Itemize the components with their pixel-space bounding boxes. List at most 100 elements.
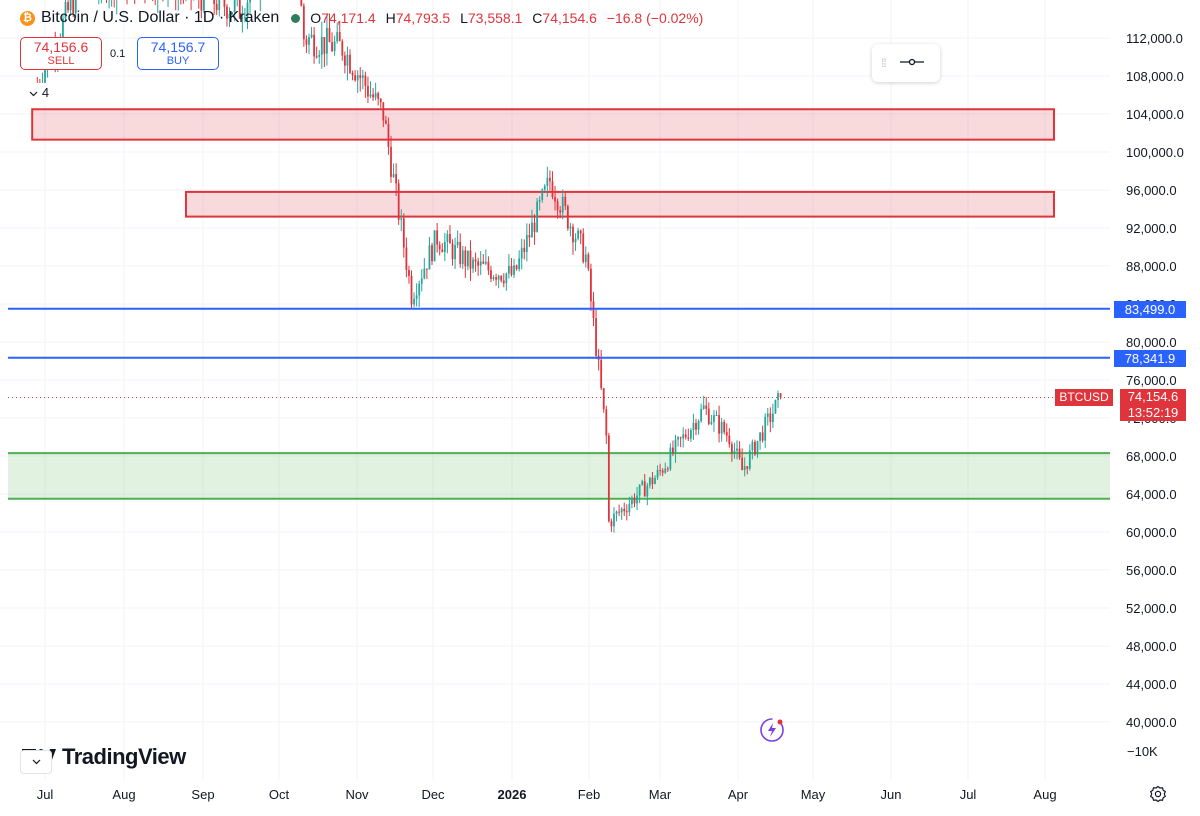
candle-body: [313, 34, 316, 57]
candle-body: [231, 12, 233, 15]
candle-body: [546, 177, 549, 186]
candle-body: [413, 298, 415, 305]
candle-body: [456, 241, 459, 246]
candle-body: [672, 447, 674, 454]
candle-body: [590, 268, 592, 302]
indicators-toggle-button[interactable]: 4: [22, 83, 56, 101]
candle-body: [218, 0, 221, 11]
candle-body: [400, 218, 403, 220]
candle-body: [543, 185, 546, 190]
resistance-zone[interactable]: [184, 190, 1055, 218]
buy-price: 74,156.7: [150, 38, 206, 55]
candle-body: [300, 0, 303, 6]
candle-body: [346, 54, 349, 66]
candle-body: [356, 75, 359, 81]
chevron-down-icon: [32, 759, 40, 765]
close-label: C: [532, 10, 543, 26]
panel-collapse-button[interactable]: [20, 750, 52, 774]
support-zone[interactable]: [8, 453, 1110, 499]
drawing-tool-widget[interactable]: ⁞⁞: [872, 44, 940, 82]
candle-body: [44, 69, 46, 87]
candle-body: [382, 102, 385, 121]
candle-body: [390, 146, 392, 177]
candle-body: [536, 201, 538, 232]
candle-body: [515, 265, 518, 270]
candle-body: [333, 41, 336, 51]
resistance-zone[interactable]: [31, 108, 1056, 141]
candle-body: [200, 0, 203, 11]
candle-body: [741, 457, 744, 471]
candle-body: [764, 416, 767, 441]
candle-body: [700, 408, 703, 422]
candle-body: [326, 27, 328, 54]
candle-body: [559, 210, 562, 213]
candle-body: [684, 434, 687, 438]
change-value: −16.8 (−0.02%): [606, 10, 704, 26]
time-axis[interactable]: Jul Aug Sep Oct Nov Dec 2026 Feb Mar Apr May Jun Jul…: [37, 787, 1057, 802]
level-tag-83499[interactable]: 83,499.0: [1114, 301, 1186, 318]
candle-body: [538, 199, 541, 202]
candle-body: [302, 5, 305, 40]
level-tag-78341[interactable]: 78,341.9: [1114, 350, 1186, 367]
candle-body: [387, 123, 390, 147]
time-tick-label: Oct: [269, 787, 290, 802]
candle-body: [628, 504, 631, 513]
time-tick-label: Feb: [578, 787, 600, 802]
candle-body: [482, 261, 485, 264]
candle-body: [215, 3, 218, 11]
candle-body: [513, 265, 515, 275]
price-axis[interactable]: 112,000.0 108,000.0 104,000.0 100,000.0 96,0…: [1126, 31, 1184, 759]
candle-body: [464, 250, 467, 267]
close-value: 74,154.6: [542, 10, 597, 26]
time-tick-label: 2026: [498, 787, 527, 802]
candle-body: [705, 405, 708, 409]
price-tick-label: 56,000.0: [1126, 563, 1177, 578]
candle-body: [723, 421, 726, 433]
buy-button[interactable]: 74,156.7 BUY: [137, 37, 219, 70]
price-tick-label: 80,000.0: [1126, 335, 1177, 350]
candle-body: [469, 250, 472, 269]
candle-body: [566, 206, 569, 229]
candle-body: [754, 441, 756, 455]
drag-handle-icon[interactable]: ⁞⁞: [881, 56, 887, 70]
candle-body: [502, 280, 505, 284]
candle-body: [623, 508, 626, 512]
candle-body: [420, 278, 423, 284]
drawing-zones[interactable]: [8, 108, 1110, 500]
horizontal-line-tool-icon[interactable]: [899, 54, 924, 72]
candle-body: [554, 197, 556, 202]
candle-body: [415, 295, 418, 299]
price-tick-label: 100,000.0: [1126, 145, 1184, 160]
candle-body: [395, 174, 398, 184]
candle-body: [738, 448, 741, 458]
symbol-title[interactable]: Bitcoin / U.S. Dollar · 1D · Kraken: [41, 9, 280, 26]
open-value: 74,171.4: [321, 10, 376, 26]
time-tick-label: Jul: [37, 787, 54, 802]
candle-body: [369, 94, 372, 97]
candle-body: [490, 270, 492, 279]
candle-body: [203, 0, 205, 11]
candle-body: [510, 265, 513, 275]
horizontal-level-lines[interactable]: [8, 307, 1110, 399]
candle-body: [492, 277, 495, 279]
candle-body: [213, 0, 216, 4]
settings-gear-icon[interactable]: [1149, 785, 1167, 808]
candle-body: [418, 283, 421, 296]
time-tick-label: Jun: [881, 787, 902, 802]
candle-body: [746, 466, 749, 469]
candle-body: [541, 189, 544, 200]
sell-button[interactable]: 74,156.6 SELL: [20, 37, 102, 70]
candle-body: [505, 273, 508, 284]
time-tick-label: Nov: [345, 787, 369, 802]
candle-body: [241, 17, 244, 19]
high-label: H: [385, 10, 396, 26]
candle-body: [310, 34, 313, 38]
candle-body: [320, 37, 323, 55]
price-tick-label: 96,000.0: [1126, 183, 1177, 198]
ai-assistant-icon[interactable]: [758, 716, 786, 749]
symbol-price-tag: BTCUSD: [1055, 389, 1113, 406]
candle-body: [697, 421, 700, 430]
candle-body: [233, 0, 236, 13]
candle-body: [402, 218, 405, 248]
